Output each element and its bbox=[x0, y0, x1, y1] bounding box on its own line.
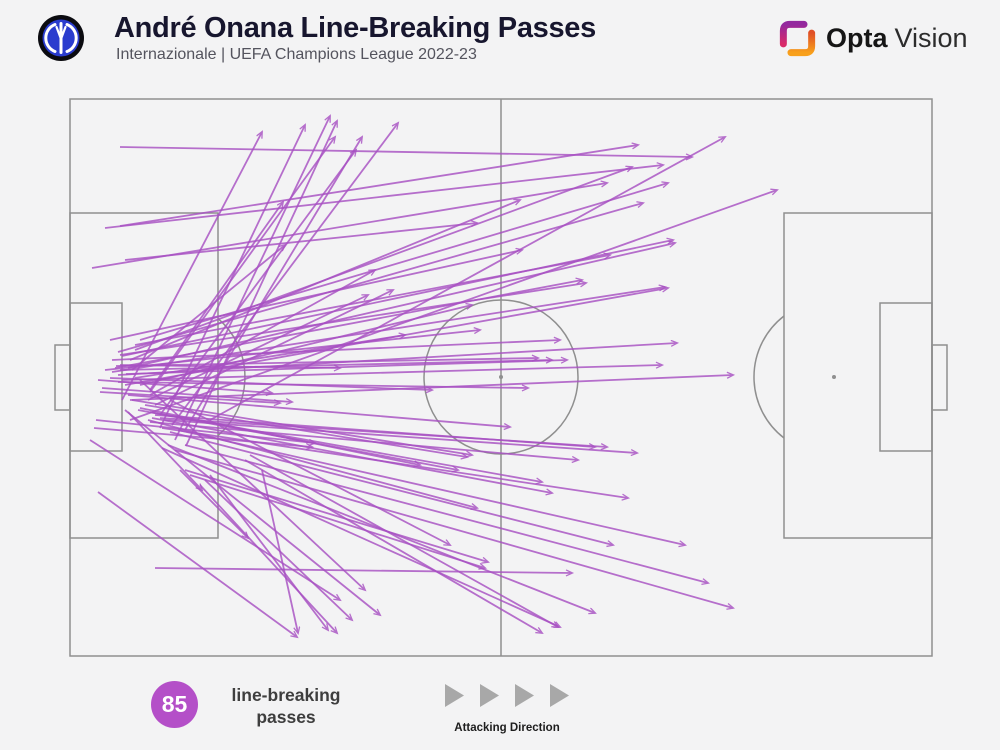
pass-arrow bbox=[164, 419, 637, 453]
pass-arrow bbox=[209, 137, 725, 421]
page-title: André Onana Line-Breaking Passes bbox=[114, 12, 596, 44]
pass-arrow bbox=[204, 479, 352, 620]
pass-arrow bbox=[174, 449, 733, 608]
attacking-direction-label: Attacking Direction bbox=[454, 722, 560, 734]
pass-arrow bbox=[179, 469, 248, 538]
opta-bracket-icon bbox=[779, 20, 816, 57]
center-spot bbox=[499, 375, 503, 379]
pass-arrow bbox=[134, 167, 632, 351]
pass-arrow bbox=[97, 379, 272, 393]
right-penalty-area bbox=[783, 212, 933, 539]
right-penalty-spot bbox=[832, 375, 836, 379]
pass-arrow bbox=[121, 240, 673, 357]
pass-arrow bbox=[244, 459, 542, 633]
pass-arrow bbox=[127, 394, 510, 427]
pass-arrow bbox=[177, 429, 685, 545]
pass-arrow bbox=[249, 454, 558, 627]
pass-arrow bbox=[119, 360, 552, 371]
pass-arrow bbox=[111, 340, 560, 361]
pass-arrow bbox=[97, 491, 297, 637]
pass-arrow bbox=[124, 223, 477, 261]
pass-arrow bbox=[111, 287, 665, 373]
stat-label: line-breaking passes bbox=[231, 685, 341, 727]
pass-arrow bbox=[161, 427, 628, 498]
pass-arrow bbox=[121, 365, 662, 381]
opta-vision-logo: Opta Vision bbox=[779, 20, 968, 57]
pass-arrow bbox=[124, 409, 380, 615]
pass-arrow bbox=[117, 343, 677, 376]
pass-arrow bbox=[125, 360, 567, 375]
stat-badge: 85 bbox=[151, 681, 198, 728]
pass-arrow bbox=[121, 132, 262, 401]
pass-arrow bbox=[109, 250, 522, 341]
pass-arrow bbox=[104, 330, 480, 371]
pass-arrow bbox=[149, 202, 283, 391]
pass-arrow bbox=[169, 431, 613, 545]
pass-arrow bbox=[149, 137, 335, 393]
inter-milan-badge bbox=[38, 15, 84, 61]
pass-arrow bbox=[261, 469, 298, 633]
left-penalty-area bbox=[69, 212, 219, 539]
right-penalty-arc bbox=[753, 315, 785, 439]
brand-name-vision: Vision bbox=[894, 23, 968, 53]
pass-arrow bbox=[169, 399, 450, 545]
pass-arrow bbox=[114, 280, 582, 369]
pass-arrow bbox=[117, 203, 643, 353]
pass-arrow bbox=[139, 379, 365, 590]
pass-arrow bbox=[89, 439, 340, 600]
pass-arrow bbox=[151, 417, 552, 493]
pass-arrow bbox=[93, 427, 312, 447]
pass-arrow bbox=[115, 358, 538, 367]
pass-arrow bbox=[119, 145, 638, 227]
pass-arrow bbox=[161, 447, 560, 627]
pass-arrow bbox=[154, 567, 572, 573]
pass-arrow bbox=[199, 484, 337, 633]
pass-arrow bbox=[127, 243, 675, 369]
pass-arrow bbox=[184, 469, 488, 562]
right-goal bbox=[931, 344, 948, 411]
pass-arrow bbox=[159, 417, 607, 447]
pass-arrow bbox=[189, 474, 485, 568]
pass-arrow bbox=[209, 474, 328, 630]
pass-arrow bbox=[119, 146, 692, 157]
pass-arrow bbox=[134, 255, 610, 346]
attacking-direction-icon bbox=[445, 684, 569, 707]
pass-arrow bbox=[109, 377, 432, 390]
pass-arrow bbox=[119, 283, 586, 356]
pass-arrow bbox=[149, 421, 578, 460]
pass-arrows bbox=[89, 116, 777, 637]
left-goal bbox=[54, 344, 71, 411]
pass-arrow bbox=[117, 381, 528, 388]
pass-arrow bbox=[171, 123, 398, 426]
pass-arrow bbox=[104, 165, 663, 229]
pass-arrow bbox=[144, 404, 467, 457]
page-subtitle: Internazionale | UEFA Champions League 2… bbox=[116, 46, 477, 63]
pass-arrow bbox=[95, 419, 315, 443]
pass-arrow bbox=[101, 387, 292, 402]
pass-arrow bbox=[91, 183, 607, 269]
brand-name-opta: Opta bbox=[826, 23, 888, 53]
pass-arrow bbox=[99, 391, 280, 403]
right-six-yard-box bbox=[879, 302, 933, 452]
pass-arrow bbox=[127, 411, 202, 490]
